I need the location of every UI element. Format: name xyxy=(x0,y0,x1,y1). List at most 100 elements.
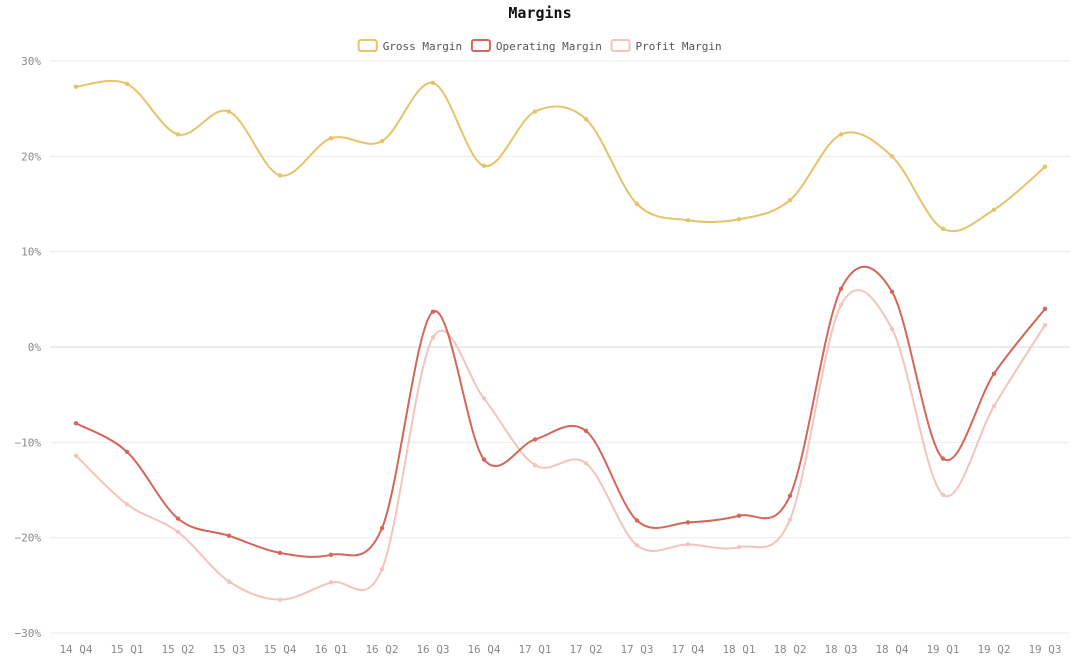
data-point xyxy=(583,428,589,434)
data-point xyxy=(430,335,436,340)
series-gross-margin xyxy=(73,79,1048,233)
data-point xyxy=(838,286,844,292)
chart-title: Margins xyxy=(508,4,571,22)
y-tick-label: 10% xyxy=(21,246,41,259)
x-tick-label: 19 Q2 xyxy=(977,643,1010,656)
data-point xyxy=(889,326,895,332)
data-point xyxy=(481,396,487,401)
y-tick-label: −10% xyxy=(15,436,42,449)
series-operating-margin xyxy=(73,265,1048,558)
data-point xyxy=(1042,164,1048,170)
data-point xyxy=(175,516,181,521)
data-point xyxy=(532,109,538,114)
data-point xyxy=(940,492,946,497)
x-tick-label: 14 Q4 xyxy=(59,643,92,656)
legend-swatch xyxy=(357,39,378,52)
data-point xyxy=(277,173,283,178)
data-point xyxy=(532,463,538,468)
data-point xyxy=(736,513,742,518)
x-axis: 14 Q4 15 Q1 15 Q2 15 Q3 15 Q4 16 Q1 16 Q2 16 Q3… xyxy=(59,643,1061,656)
y-tick-label: −20% xyxy=(15,532,42,545)
legend-item[interactable]: Operating Margin xyxy=(470,39,602,53)
data-point xyxy=(838,302,844,308)
grid-lines xyxy=(50,60,1070,634)
data-point xyxy=(889,154,895,159)
legend-swatch xyxy=(610,39,631,52)
data-point xyxy=(787,197,793,203)
data-point xyxy=(175,529,181,535)
y-tick-label: 20% xyxy=(21,150,41,163)
x-tick-label: 18 Q3 xyxy=(824,643,857,656)
x-tick-label: 15 Q1 xyxy=(110,643,143,656)
data-point xyxy=(634,543,640,548)
x-tick-label: 15 Q2 xyxy=(161,643,194,656)
y-axis: −30% −20% −10% 0% 10% 20% 30% xyxy=(15,55,42,640)
legend-label: Operating Margin xyxy=(496,40,602,53)
data-point xyxy=(124,502,130,507)
data-point xyxy=(226,533,232,538)
data-point xyxy=(940,456,946,461)
data-point xyxy=(532,437,538,442)
chart-legend: Gross Margin Operating Margin Profit Margi… xyxy=(357,39,722,53)
data-point xyxy=(379,138,385,144)
data-point xyxy=(583,116,589,122)
data-point xyxy=(1042,306,1048,312)
x-tick-label: 16 Q2 xyxy=(365,643,398,656)
data-point xyxy=(991,207,997,212)
x-tick-label: 19 Q1 xyxy=(926,643,959,656)
data-point xyxy=(838,132,844,137)
series-line xyxy=(75,289,1046,601)
legend-item[interactable]: Profit Margin xyxy=(610,39,722,53)
data-point xyxy=(124,449,130,455)
data-point xyxy=(73,84,79,89)
data-point xyxy=(889,289,895,294)
data-point xyxy=(73,421,79,426)
data-point xyxy=(583,461,589,466)
data-point xyxy=(1042,322,1048,328)
series-profit-margin xyxy=(73,289,1048,602)
data-point xyxy=(787,493,793,498)
data-point xyxy=(634,201,640,207)
data-point xyxy=(328,136,334,141)
x-tick-label: 17 Q1 xyxy=(518,643,551,656)
data-point xyxy=(991,403,997,409)
x-tick-label: 19 Q3 xyxy=(1028,643,1061,656)
data-point xyxy=(940,226,946,231)
data-point xyxy=(736,217,742,222)
legend-item[interactable]: Gross Margin xyxy=(357,39,462,53)
data-point xyxy=(379,525,385,531)
x-tick-label: 18 Q4 xyxy=(875,643,908,656)
data-point xyxy=(175,132,181,137)
data-point xyxy=(430,80,436,86)
x-tick-label: 15 Q3 xyxy=(212,643,245,656)
data-point xyxy=(430,309,436,314)
data-point xyxy=(226,109,232,114)
series-layer xyxy=(73,79,1048,602)
data-point xyxy=(481,163,487,169)
data-point xyxy=(277,597,283,602)
data-point xyxy=(481,457,487,462)
data-point xyxy=(328,580,334,585)
data-point xyxy=(685,218,691,223)
y-tick-label: 30% xyxy=(21,55,41,68)
data-point xyxy=(787,517,793,522)
series-line xyxy=(75,265,1046,558)
data-point xyxy=(991,371,997,376)
data-point xyxy=(736,545,742,550)
data-point xyxy=(634,518,640,523)
x-tick-label: 17 Q2 xyxy=(569,643,602,656)
data-point xyxy=(277,550,283,556)
y-tick-label: 0% xyxy=(28,341,42,354)
x-tick-label: 15 Q4 xyxy=(263,643,296,656)
legend-label: Profit Margin xyxy=(636,40,722,53)
x-tick-label: 17 Q4 xyxy=(671,643,704,656)
x-tick-label: 17 Q3 xyxy=(620,643,653,656)
legend-label: Gross Margin xyxy=(383,40,462,53)
legend-swatch xyxy=(470,39,491,52)
x-tick-label: 18 Q1 xyxy=(722,643,755,656)
x-tick-label: 18 Q2 xyxy=(773,643,806,656)
data-point xyxy=(685,542,691,547)
data-point xyxy=(226,579,232,584)
data-point xyxy=(73,453,79,458)
